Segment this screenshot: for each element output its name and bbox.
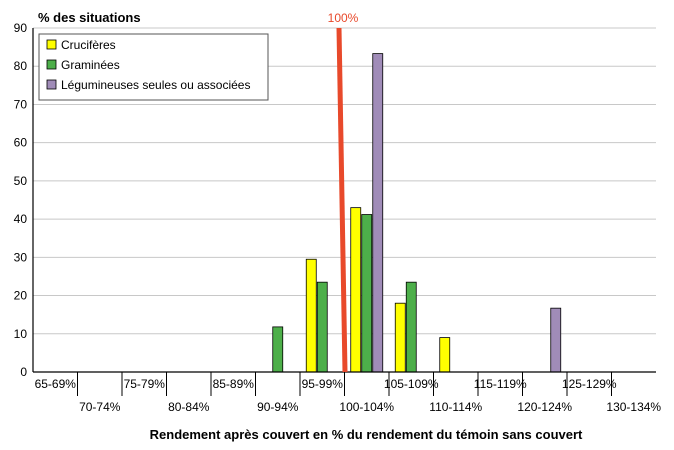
x-tick-label: 130-134% bbox=[606, 400, 661, 414]
x-tick-label: 125-129% bbox=[562, 377, 617, 391]
legend-swatch bbox=[46, 59, 57, 70]
x-tick-label: 80-84% bbox=[168, 400, 210, 414]
x-tick-label: 105-109% bbox=[384, 377, 439, 391]
bar-crucifères-110-114 bbox=[439, 337, 451, 373]
bar-graminées-105-109 bbox=[405, 281, 417, 373]
gridlines: 0 10 20 30 40 50 60 70 80 90 bbox=[14, 21, 656, 379]
y-tick-label: 90 bbox=[14, 21, 28, 35]
reference-line-label: 100% bbox=[328, 11, 359, 25]
bar-crucifères-95-99 bbox=[305, 258, 317, 373]
legend-box bbox=[38, 33, 269, 101]
x-tick-label: 70-74% bbox=[79, 400, 121, 414]
legend: Crucifères Graminées Légumineuses seules o… bbox=[38, 33, 269, 101]
reference-line-100 bbox=[336, 27, 348, 373]
bar-graminées-100-104 bbox=[361, 214, 373, 373]
y-tick-label: 60 bbox=[14, 136, 28, 150]
y-tick-label: 20 bbox=[14, 289, 28, 303]
x-tick-label: 85-89% bbox=[213, 377, 255, 391]
y-tick-label: 50 bbox=[14, 174, 28, 188]
bar-graminées-90-94 bbox=[272, 326, 284, 373]
x-tick-label: 75-79% bbox=[124, 377, 166, 391]
y-axis-title: % des situations bbox=[38, 10, 141, 25]
x-tick-label: 110-114% bbox=[429, 400, 482, 414]
y-tick-label: 70 bbox=[14, 97, 28, 111]
bar-légumineuses-120-124 bbox=[550, 307, 562, 373]
x-tick-label: 95-99% bbox=[302, 377, 344, 391]
legend-label: Légumineuses seules ou associées bbox=[61, 78, 250, 92]
x-axis-title: Rendement après couvert en % du rendemen… bbox=[150, 427, 583, 442]
x-tick-label: 90-94% bbox=[257, 400, 299, 414]
x-tick-label: 120-124% bbox=[517, 400, 572, 414]
y-tick-label: 0 bbox=[20, 365, 27, 379]
y-tick-label: 40 bbox=[14, 212, 28, 226]
legend-swatch bbox=[46, 79, 57, 90]
y-tick-label: 80 bbox=[14, 59, 28, 73]
legend-swatch bbox=[46, 39, 57, 50]
legend-label: Graminées bbox=[61, 58, 120, 72]
bar-crucifères-105-109 bbox=[394, 302, 406, 373]
y-tick-label: 30 bbox=[14, 250, 28, 264]
bars bbox=[272, 53, 562, 373]
bar-crucifères-100-104 bbox=[350, 207, 362, 373]
x-tick-label: 100-104% bbox=[339, 400, 394, 414]
bar-graminées-95-99 bbox=[316, 281, 328, 373]
legend-label: Crucifères bbox=[61, 38, 116, 52]
bar-légumineuses-100-104 bbox=[372, 53, 384, 373]
x-tick-label: 65-69% bbox=[35, 377, 77, 391]
category-labels: 65-69%70-74%75-79%80-84%85-89%90-94%95-9… bbox=[35, 372, 661, 414]
x-tick-label: 115-119% bbox=[474, 377, 527, 391]
y-tick-label: 10 bbox=[14, 327, 28, 341]
